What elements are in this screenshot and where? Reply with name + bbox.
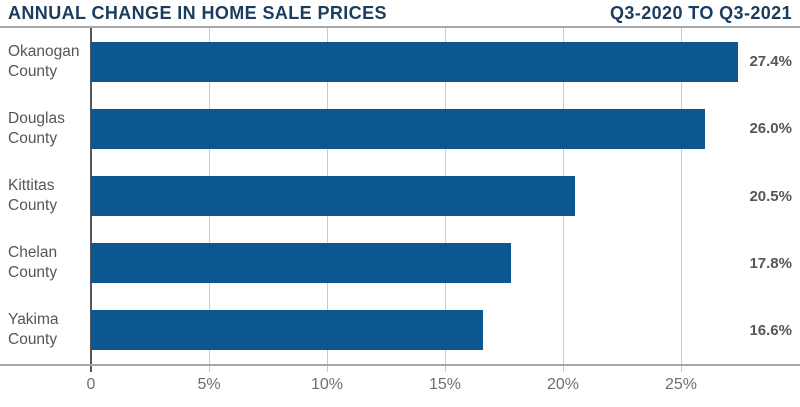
value-label: 16.6% [749, 321, 792, 339]
category-label: Okanogan County [8, 42, 80, 80]
category-label: Douglas County [8, 109, 65, 147]
bar [91, 243, 512, 284]
x-axis-line [0, 364, 800, 366]
value-label: 17.8% [749, 254, 792, 272]
x-tick-label: 15% [428, 376, 462, 393]
x-tick-label: 5% [197, 376, 221, 393]
x-tick-label: 20% [546, 376, 580, 393]
x-tick-label: 10% [310, 376, 344, 393]
bar [91, 108, 705, 149]
bar [91, 41, 738, 82]
bar [91, 176, 575, 216]
value-label: 26.0% [749, 120, 792, 138]
category-label: Yakima County [8, 311, 59, 349]
value-label: 27.4% [749, 53, 792, 71]
chart-period: Q3-2020 TO Q3-2021 [610, 3, 792, 23]
x-tick-label: 25% [664, 376, 698, 393]
chart-title: ANNUAL CHANGE IN HOME SALE PRICES [8, 3, 387, 23]
value-label: 20.5% [749, 187, 792, 205]
bar [91, 310, 483, 351]
x-tick-label: 0 [86, 376, 96, 393]
category-label: Kittitas County [8, 176, 58, 214]
gridline [680, 28, 682, 372]
category-label: Chelan County [8, 244, 58, 282]
header-divider [0, 26, 800, 28]
chart-header: ANNUAL CHANGE IN HOME SALE PRICES Q3-202… [8, 3, 792, 24]
